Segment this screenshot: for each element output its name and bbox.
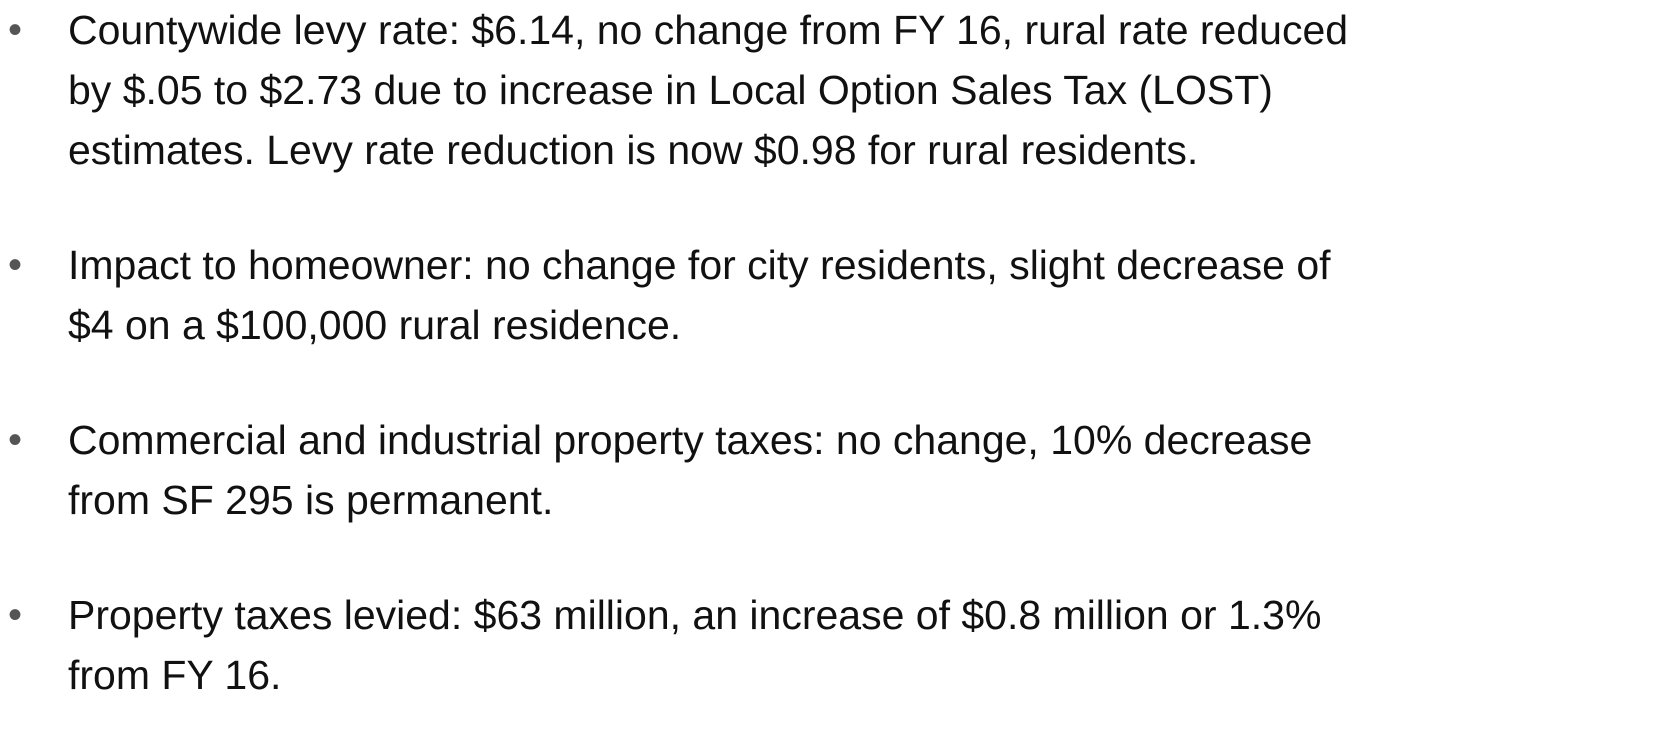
bullet-marker: •: [8, 243, 23, 287]
bullet-text: Countywide levy rate: $6.14, no change f…: [68, 7, 1349, 53]
bullet-item: • Property taxes levied: $63 million, an …: [0, 585, 1677, 705]
bullet-text: Property taxes levied: $63 million, an i…: [68, 592, 1322, 638]
bullet-marker: •: [8, 418, 23, 462]
bullet-item: • Commercial and industrial property taxe…: [0, 410, 1677, 530]
bullet-text: Commercial and industrial property taxes…: [68, 417, 1313, 463]
bullet-text: estimates. Levy rate reduction is now $0…: [68, 127, 1199, 173]
bullet-text: $4 on a $100,000 rural residence.: [68, 302, 682, 348]
bullet-text: Impact to homeowner: no change for city …: [68, 242, 1331, 288]
bullet-item: • Countywide levy rate: $6.14, no change …: [0, 0, 1677, 180]
bullet-item: • Impact to homeowner: no change for city…: [0, 235, 1677, 355]
bullet-marker: •: [8, 8, 23, 52]
bullet-text: from SF 295 is permanent.: [68, 477, 554, 523]
bullet-marker: •: [8, 593, 23, 637]
bullet-text: by $.05 to $2.73 due to increase in Loca…: [68, 67, 1273, 113]
bullet-list: • Countywide levy rate: $6.14, no change …: [0, 0, 1677, 705]
bullet-text: from FY 16.: [68, 652, 282, 698]
